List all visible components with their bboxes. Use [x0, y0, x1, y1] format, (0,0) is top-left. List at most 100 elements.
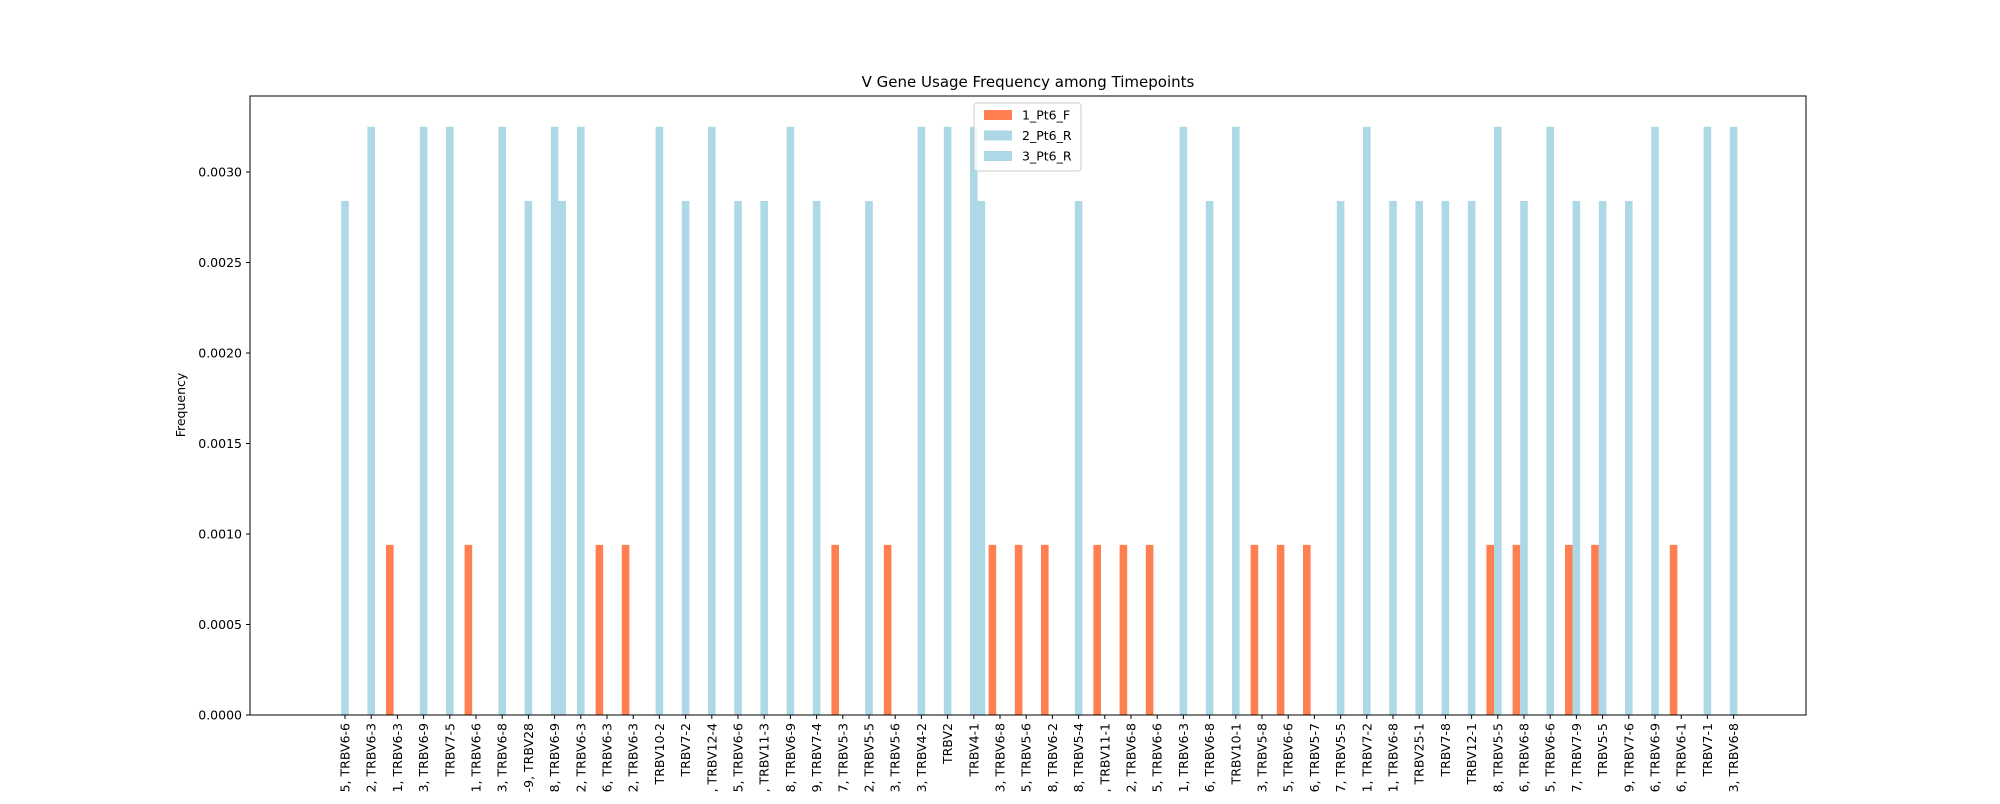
x-tick-label: 8, TRBV6-9	[547, 723, 562, 792]
x-tick-label: 6, TRBV6-1	[1674, 723, 1689, 792]
x-tick-label: 3, TRBV5-8	[1255, 723, 1270, 792]
x-tick-label: 6, TRBV6-8	[1202, 723, 1217, 792]
bar-1_Pt6_F-5	[464, 544, 473, 715]
x-tick-label: 2, TRBV6-3	[626, 723, 641, 792]
x-tick-label: 6, TRBV6-3	[600, 723, 615, 792]
bar-2_Pt6_R-42	[1441, 200, 1450, 716]
bar-1_Pt6_F-21	[883, 544, 892, 715]
x-tick-label: 8, TRBV6-9	[783, 723, 798, 792]
x-tick-label: 1, TRBV6-3	[390, 723, 405, 792]
y-tick-label: 0.0015	[198, 436, 242, 451]
bar-1_Pt6_F-11	[621, 544, 630, 715]
bar-2_Pt6_R-7	[524, 200, 533, 716]
bar-2_Pt6_R-17	[786, 126, 795, 715]
legend-swatch-3_Pt6_R	[984, 151, 1012, 161]
x-tick-label: 6, TRBV5-7	[1307, 723, 1322, 792]
x-tick-label: TRBV7-1	[1700, 723, 1715, 777]
x-tick-label: 7, TRBV5-3	[835, 723, 850, 792]
x-tick-label: 5, TRBV5-6	[1019, 723, 1034, 792]
bar-2_Pt6_R-41	[1415, 200, 1423, 716]
x-tick-label: 2, TRBV6-3	[573, 723, 588, 792]
bar-1_Pt6_F-27	[1041, 544, 1049, 715]
bar-1_Pt6_F-31	[1145, 544, 1154, 715]
bar-2_Pt6_R-20	[865, 200, 873, 716]
x-tick-label: TRBV7-8	[1438, 723, 1453, 778]
x-tick-label: 8, TRBV5-5	[1490, 723, 1505, 792]
y-tick-label: 0.0030	[198, 165, 242, 180]
x-tick-label: 5, TRBV6-6	[1150, 723, 1165, 792]
x-tick-label: 5, TRBV6-6	[1281, 723, 1296, 792]
bar-2_Pt6_R-3	[419, 126, 428, 715]
bar-1_Pt6_F-44	[1486, 544, 1494, 715]
x-tick-label: 1, TRBV6-6	[469, 723, 484, 792]
bar-1_Pt6_F-48	[1591, 544, 1599, 715]
x-tick-label: TRBV7-5	[442, 723, 457, 777]
bars-layer	[341, 126, 1738, 716]
bar-2_Pt6_R-53	[1729, 126, 1738, 715]
bar-1_Pt6_F-45	[1512, 544, 1521, 715]
legend-swatch-1_Pt6_F	[984, 110, 1012, 120]
x-tick-label: TRBV2	[940, 723, 955, 765]
x-tick-label: 3, TRBV6-8	[1726, 723, 1741, 792]
bar-2_Pt6_R-24	[970, 126, 978, 715]
bar-1_Pt6_F-35	[1250, 544, 1259, 715]
bar-1_Pt6_F-51	[1669, 544, 1678, 715]
bar-2_Pt6_R-33	[1205, 200, 1214, 716]
bar-2_Pt6_R-32	[1179, 126, 1188, 715]
legend-label-1_Pt6_F: 1_Pt6_F	[1022, 108, 1070, 123]
x-tick-label: 3, TRBV6-8	[993, 723, 1008, 792]
bar-2_Pt6_R-40	[1389, 200, 1397, 716]
bar-2_Pt6_R-38	[1336, 200, 1345, 716]
x-tick-label: 5, TRBV6-6	[731, 723, 746, 792]
x-tick-label: 8, TRBV6-2	[1045, 723, 1060, 792]
x-tick-label: , TRBV11-3	[757, 723, 772, 792]
bar-1_Pt6_F-2	[386, 544, 394, 715]
x-tick-label: 1, TRBV7-2	[1359, 723, 1374, 792]
bar-3_Pt6_R-8	[558, 200, 566, 716]
x-tick-label: 6, TRBV6-8	[1517, 723, 1532, 792]
bar-2_Pt6_R-48	[1598, 200, 1607, 716]
y-tick-label: 0.0010	[198, 527, 242, 542]
bar-2_Pt6_R-15	[734, 200, 742, 716]
bar-3_Pt6_R-24	[977, 200, 986, 716]
y-tick-label: 0.0005	[198, 617, 242, 632]
bar-2_Pt6_R-8	[550, 126, 559, 715]
bar-1_Pt6_F-25	[988, 544, 997, 715]
x-tick-label: 7, TRBV5-5	[1333, 723, 1348, 792]
bar-2_Pt6_R-47	[1572, 200, 1581, 716]
x-tick-label: TRBV25-1	[1412, 723, 1427, 785]
x-tick-label: TRBV4-1	[966, 723, 981, 777]
bar-2_Pt6_R-49	[1625, 200, 1633, 716]
y-tick-label: 0.0000	[198, 708, 242, 723]
bar-1_Pt6_F-19	[831, 544, 839, 715]
legend: 1_Pt6_F 2_Pt6_R 3_Pt6_R	[973, 102, 1082, 172]
x-tick-label: TRBV5-5	[1595, 723, 1610, 777]
bar-1_Pt6_F-47	[1565, 544, 1573, 715]
legend-swatch-2_Pt6_R	[984, 130, 1012, 141]
y-axis: 0.0000 0.0005 0.0010 0.0015 0.0020 0.0025 0.00…	[198, 165, 250, 723]
x-tick-label: 3, TRBV5-6	[888, 723, 903, 792]
x-tick-label: 8, TRBV5-4	[1071, 723, 1086, 792]
bar-2_Pt6_R-9	[577, 126, 585, 715]
x-tick-label: 9, TRBV7-4	[809, 723, 824, 792]
y-tick-label: 0.0025	[198, 255, 242, 270]
chart-title: V Gene Usage Frequency among Timepoints	[862, 73, 1195, 91]
x-tick-label: 2, TRBV6-3	[364, 723, 379, 792]
x-tick-label: 2, TRBV6-8	[1124, 723, 1139, 792]
bar-2_Pt6_R-43	[1467, 200, 1476, 716]
bar-2_Pt6_R-22	[917, 126, 926, 715]
bar-2_Pt6_R-34	[1232, 126, 1240, 715]
bar-2_Pt6_R-12	[655, 126, 664, 715]
x-tick-label: 9, TRBV7-6	[1621, 723, 1636, 792]
bar-1_Pt6_F-36	[1276, 544, 1285, 715]
plot-frame	[249, 95, 1807, 716]
x-tick-label: 3, TRBV6-8	[495, 723, 510, 792]
bar-2_Pt6_R-13	[681, 200, 690, 716]
bar-1_Pt6_F-10	[595, 544, 604, 715]
x-tick-label: 3, TRBV6-9	[416, 723, 431, 792]
bar-2_Pt6_R-52	[1703, 126, 1712, 715]
bar-2_Pt6_R-28	[1074, 200, 1083, 716]
bar-2_Pt6_R-44	[1494, 126, 1502, 715]
x-tick-label: TRBV7-2	[678, 723, 693, 777]
bar-2_Pt6_R-18	[812, 200, 821, 716]
